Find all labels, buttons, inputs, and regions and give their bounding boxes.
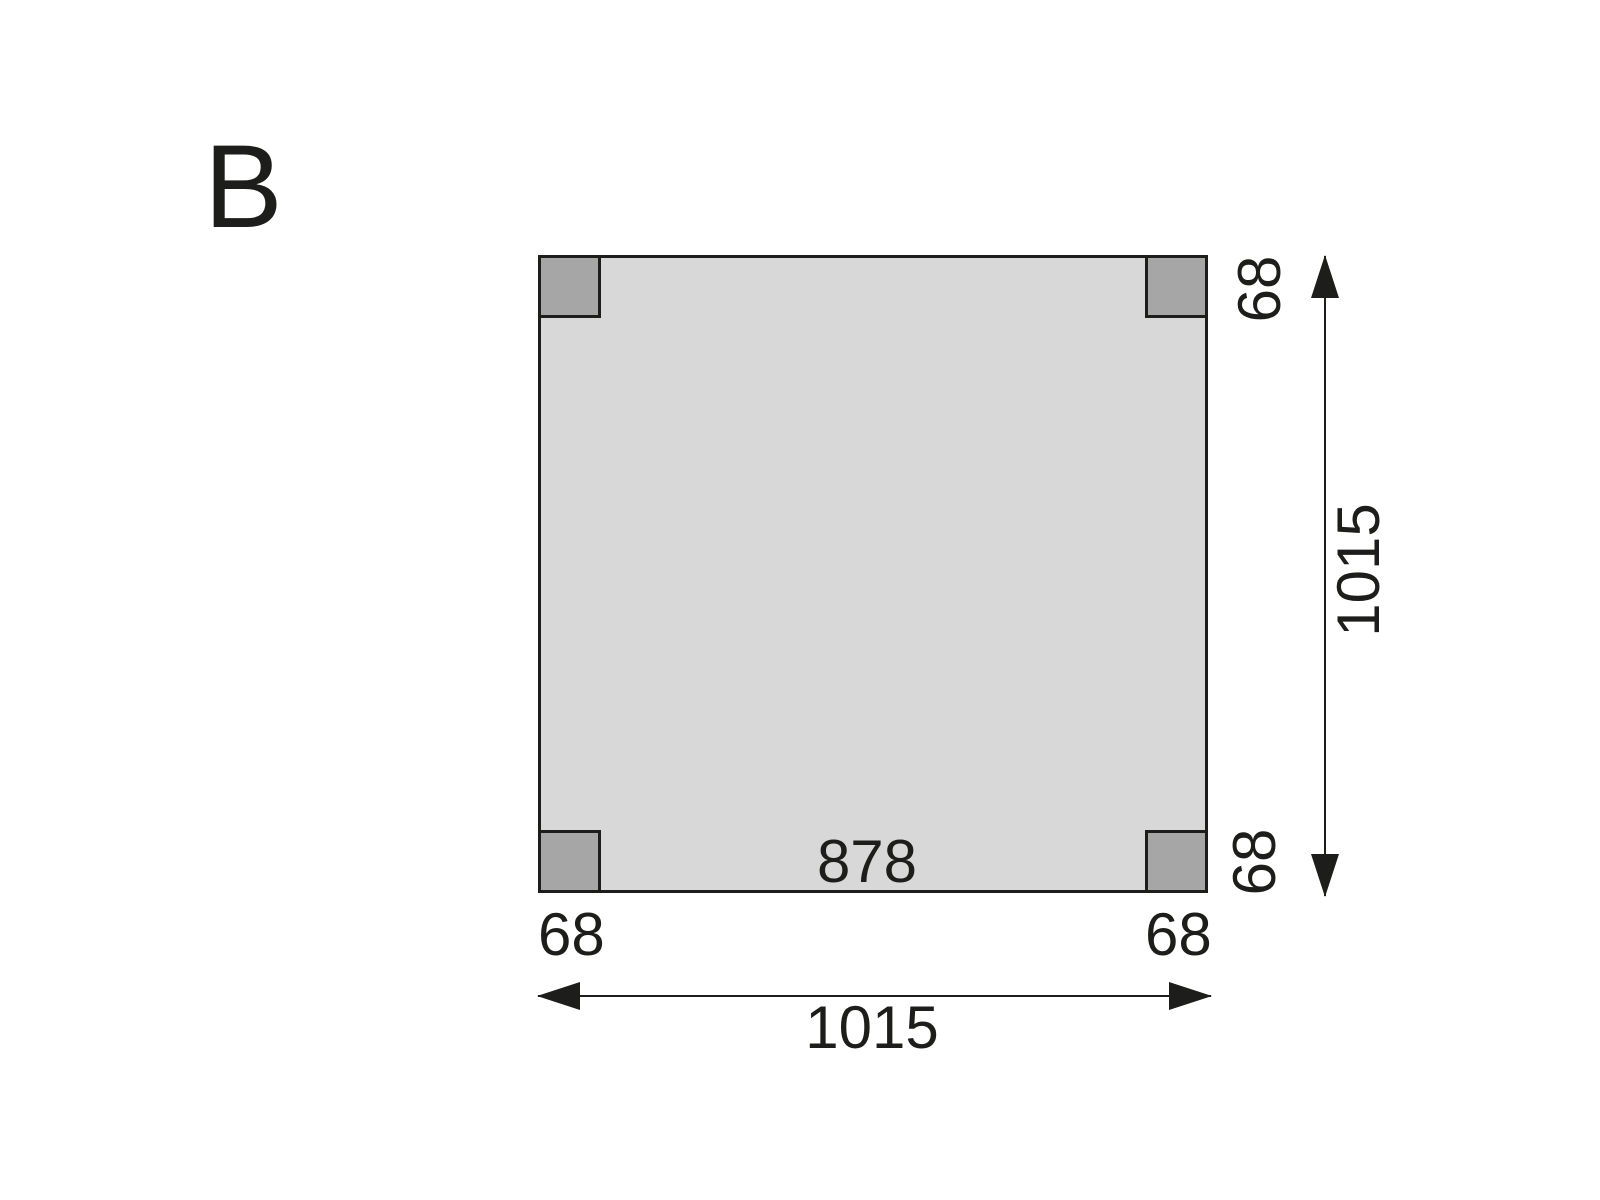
arrow-down-icon	[1311, 854, 1339, 897]
corner-post-bottom-right	[1145, 830, 1208, 893]
dimension-label-post-width-left: 68	[538, 901, 605, 968]
dimension-label-post-depth-top: 68	[1226, 255, 1293, 323]
dimension-label-total-width: 1015	[805, 994, 939, 1061]
arrow-left-icon	[537, 982, 580, 1010]
plan-outline	[538, 255, 1208, 893]
arrow-up-icon	[1311, 255, 1339, 298]
dimension-label-post-depth-bottom: 68	[1221, 828, 1288, 896]
arrow-right-icon	[1169, 982, 1212, 1010]
horizontal-dimension-line	[538, 995, 1211, 997]
figure-label: B	[204, 121, 283, 253]
dimension-label-post-width-right: 68	[1145, 901, 1212, 968]
corner-post-bottom-left	[538, 830, 601, 893]
dimension-label-total-height: 1015	[1325, 503, 1392, 637]
dimension-label-inner-span: 878	[816, 828, 918, 895]
vertical-dimension-line	[1324, 256, 1326, 896]
corner-post-top-right	[1145, 255, 1208, 318]
corner-post-top-left	[538, 255, 601, 318]
